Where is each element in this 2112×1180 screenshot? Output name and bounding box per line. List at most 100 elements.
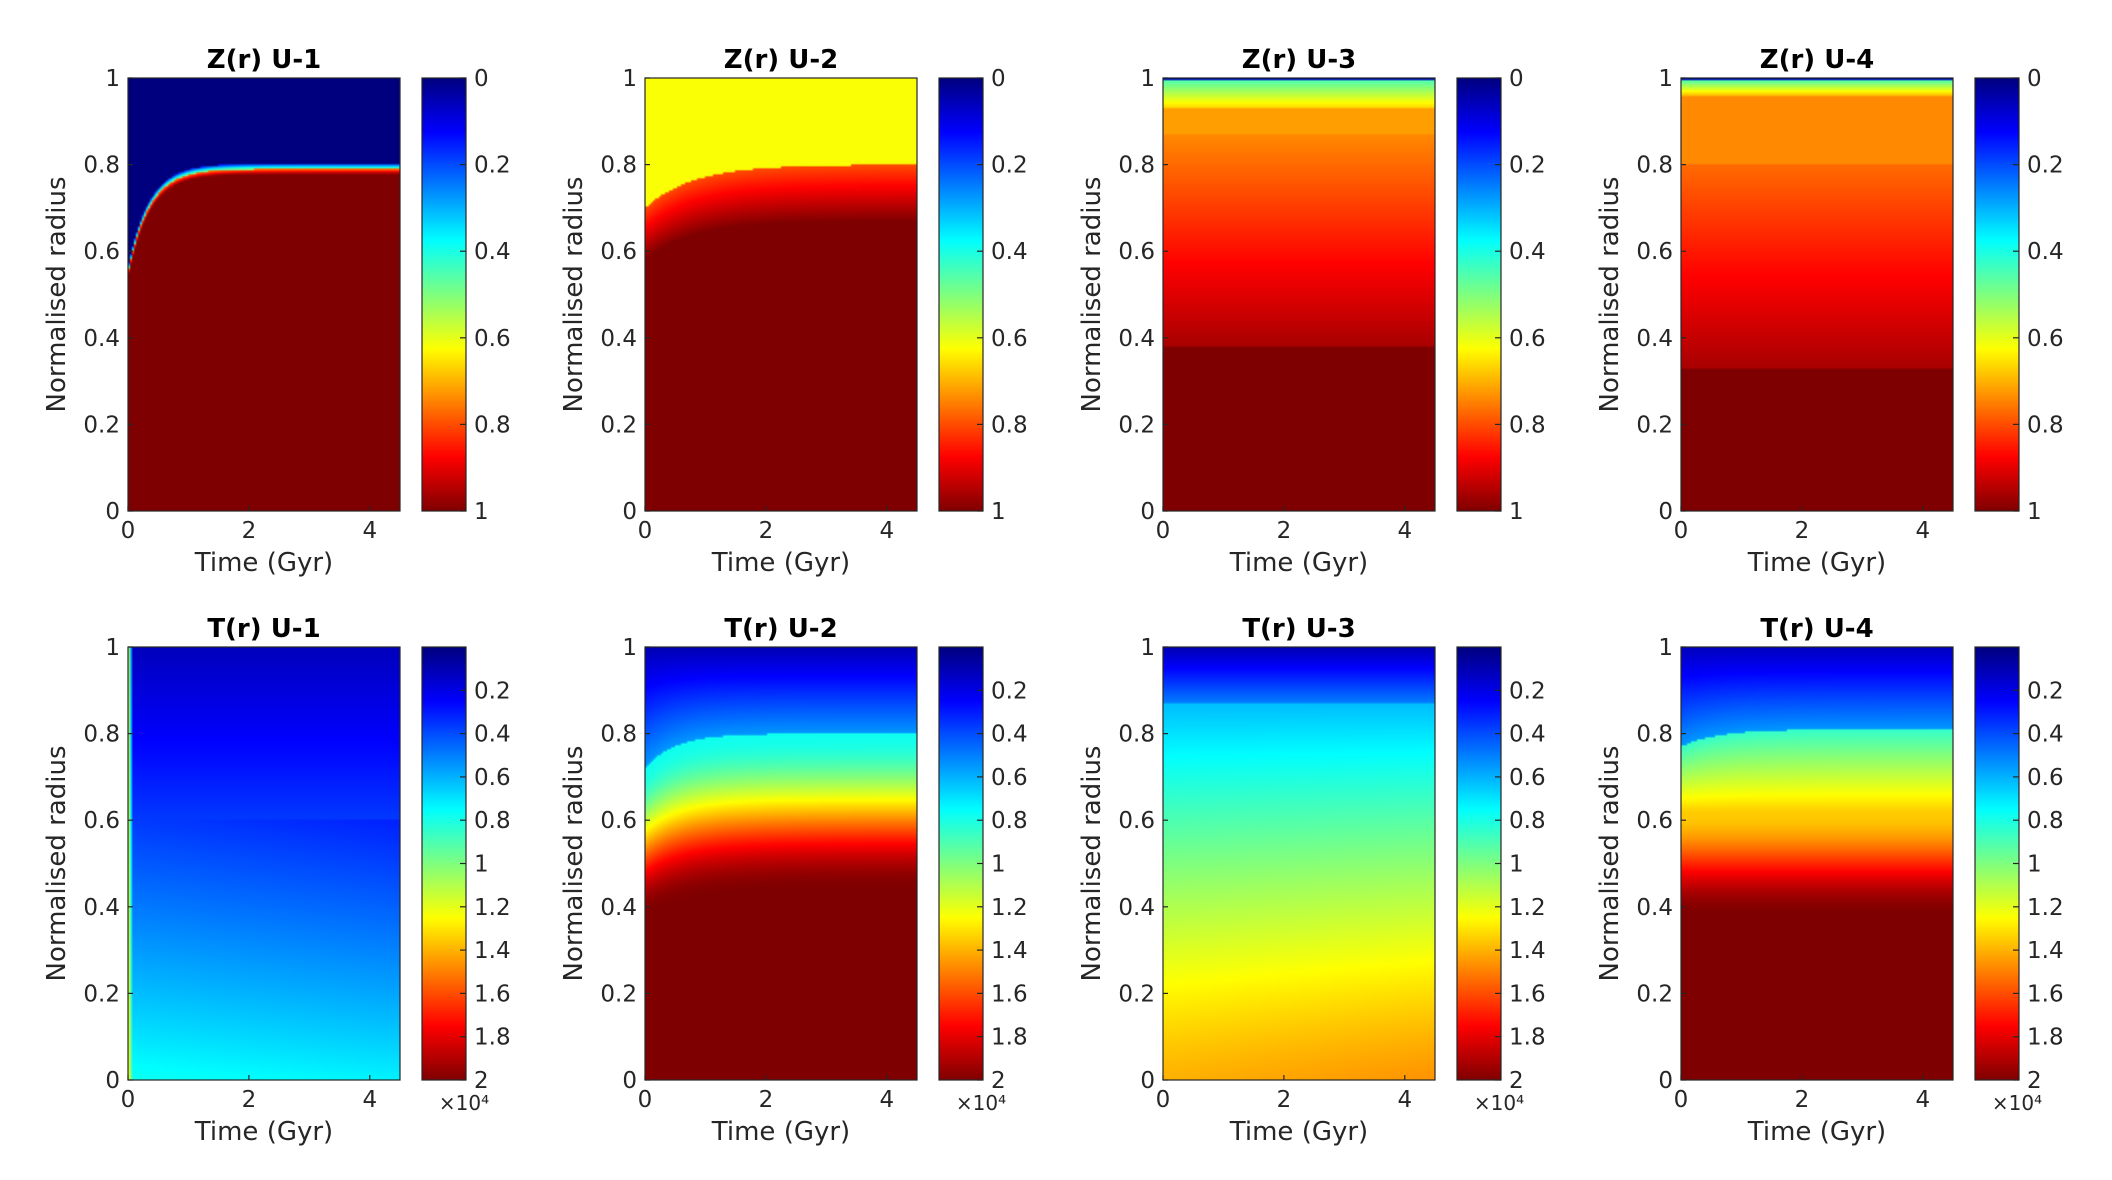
colorbar-tick-label: 0.8: [1509, 412, 1546, 438]
colorbar-tick-label: 0.4: [1509, 239, 1546, 265]
panel-z-u3: Z(r) U-3 0 0.2 0.4 0.6 0.8 1 0 2 4 Time (Gyr) Norma…: [1077, 45, 1546, 578]
colorbar-tick-label: 0: [991, 66, 1006, 92]
colorbar-frame: [421, 77, 467, 512]
panel-t-u4: T(r) U-4 0 0.2 0.4 0.6 0.8 1 0 2 4 Time (Gyr) Norma…: [1595, 614, 2064, 1147]
colorbar-exponent: ×10⁴: [1992, 1091, 2042, 1115]
x-tick-label: 2: [1277, 1087, 1292, 1113]
y-tick-label: 0: [1140, 499, 1155, 525]
x-tick-label: 2: [242, 518, 257, 544]
colorbar-tick-label: 0.2: [474, 678, 511, 704]
colorbar: 0 0.2 0.4 0.6 0.8 1: [938, 66, 1028, 525]
y-axis-label: Normalised radius: [42, 177, 72, 413]
colorbar-tick-label: 1.2: [991, 895, 1028, 921]
y-tick-label: 0.4: [600, 326, 637, 352]
colorbar-tick-label: 0.6: [991, 326, 1028, 352]
y-axis-label: Normalised radius: [559, 177, 589, 413]
heatmap-image: [1163, 78, 1435, 511]
y-tick-label: 0.8: [83, 722, 120, 748]
heatmap-image: [128, 78, 400, 511]
y-tick-label: 0.6: [1118, 808, 1155, 834]
colorbar-tick-label: 0.4: [2027, 722, 2064, 748]
colorbar-tick-label: 0: [474, 66, 489, 92]
colorbar-gradient: [1975, 647, 2019, 1080]
chart-title: T(r) U-2: [724, 614, 837, 644]
y-tick-label: 1: [1658, 635, 1673, 661]
heatmap-image: [1681, 647, 1953, 1080]
plot-frame: [1680, 646, 1954, 1081]
colorbar: 0 0.2 0.4 0.6 0.8 1: [1974, 66, 2064, 525]
colorbar-tick-label: 0.6: [991, 765, 1028, 791]
y-tick-label: 0.2: [1118, 981, 1155, 1007]
x-axis-label: Time (Gyr): [1229, 548, 1368, 578]
x-tick-label: 0: [1156, 518, 1171, 544]
colorbar-tick-label: 1: [991, 499, 1006, 525]
colorbar-tick-label: 0.8: [991, 412, 1028, 438]
plot-frame: [644, 646, 918, 1081]
colorbar-tick-label: 1.6: [2027, 981, 2064, 1007]
colorbar-tick-label: 0.8: [474, 808, 511, 834]
colorbar-gradient: [1975, 78, 2019, 511]
x-tick-label: 2: [1795, 1087, 1810, 1113]
colorbar-tick-label: 1.4: [474, 938, 511, 964]
y-tick-label: 0.4: [600, 895, 637, 921]
x-tick-label: 4: [1397, 518, 1412, 544]
colorbar-tick-label: 2: [474, 1068, 489, 1094]
panel-z-u4: Z(r) U-4 0 0.2 0.4 0.6 0.8 1 0 2 4 Time (Gyr) Norma…: [1595, 45, 2064, 578]
colorbar-tick-label: 0.2: [991, 153, 1028, 179]
colorbar-tick-label: 1.8: [2027, 1025, 2064, 1051]
x-tick-label: 4: [1397, 1087, 1412, 1113]
colorbar-gradient: [1457, 647, 1501, 1080]
panel-t-u1: T(r) U-1 0 0.2 0.4 0.6 0.8 1 0 2 4 Time (Gyr) Norma…: [42, 614, 511, 1147]
y-tick-label: 0.2: [600, 981, 637, 1007]
chart-title: Z(r) U-3: [1242, 45, 1357, 75]
y-tick-label: 1: [105, 635, 120, 661]
chart-title: T(r) U-4: [1760, 614, 1873, 644]
x-tick-label: 4: [879, 518, 894, 544]
colorbar-exponent: ×10⁴: [956, 1091, 1006, 1115]
panel-z-u2: Z(r) U-2 0 0.2 0.4 0.6 0.8 1 0 2 4 Time (Gyr) Norma…: [559, 45, 1028, 578]
y-tick-label: 0: [622, 1068, 637, 1094]
colorbar-tick-label: 1.8: [991, 1025, 1028, 1051]
y-tick-label: 0.2: [1636, 981, 1673, 1007]
x-tick-label: 2: [1795, 518, 1810, 544]
y-tick-label: 0.4: [1118, 326, 1155, 352]
colorbar-tick-label: 1.4: [991, 938, 1028, 964]
heatmap-image: [645, 647, 917, 1080]
y-tick-label: 1: [622, 66, 637, 92]
x-tick-label: 0: [121, 1087, 136, 1113]
colorbar: 0.2 0.4 0.6 0.8 1 1.2 1.4 1.6 1.8 2×10⁴: [421, 646, 511, 1115]
colorbar-tick-label: 0.2: [1509, 678, 1546, 704]
colorbar-tick-label: 0.6: [474, 326, 511, 352]
y-tick-label: 0.8: [1118, 153, 1155, 179]
y-tick-label: 1: [105, 66, 120, 92]
colorbar-tick-label: 1.8: [1509, 1025, 1546, 1051]
colorbar-tick-label: 0.8: [2027, 412, 2064, 438]
colorbar-tick-label: 0.8: [991, 808, 1028, 834]
colorbar-tick-label: 0.4: [474, 239, 511, 265]
x-tick-label: 4: [1915, 1087, 1930, 1113]
heatmap-image: [128, 647, 400, 1080]
y-tick-label: 0.4: [83, 326, 120, 352]
colorbar-exponent: ×10⁴: [1474, 1091, 1524, 1115]
colorbar-gradient: [939, 647, 983, 1080]
y-tick-label: 1: [1140, 635, 1155, 661]
x-tick-label: 2: [1277, 518, 1292, 544]
colorbar-tick-label: 0.2: [1509, 153, 1546, 179]
x-tick-label: 4: [362, 1087, 377, 1113]
x-tick-label: 2: [759, 1087, 774, 1113]
colorbar-tick-label: 1.2: [2027, 895, 2064, 921]
colorbar-gradient: [422, 647, 466, 1080]
y-tick-label: 0.2: [1636, 412, 1673, 438]
colorbar-tick-label: 0.8: [474, 412, 511, 438]
colorbar-tick-label: 1.2: [1509, 895, 1546, 921]
plot-frame: [1162, 646, 1436, 1081]
colorbar-tick-label: 0.2: [991, 678, 1028, 704]
panel-z-u1: Z(r) U-1 0 0.2 0.4 0.6 0.8 1 0 2 4 Time (Gyr) Norma…: [42, 45, 511, 578]
colorbar-tick-label: 0.4: [991, 722, 1028, 748]
x-tick-label: 0: [638, 518, 653, 544]
y-tick-label: 0.6: [600, 808, 637, 834]
y-tick-label: 0.8: [600, 153, 637, 179]
chart-title: Z(r) U-1: [207, 45, 322, 75]
y-tick-label: 0: [105, 499, 120, 525]
